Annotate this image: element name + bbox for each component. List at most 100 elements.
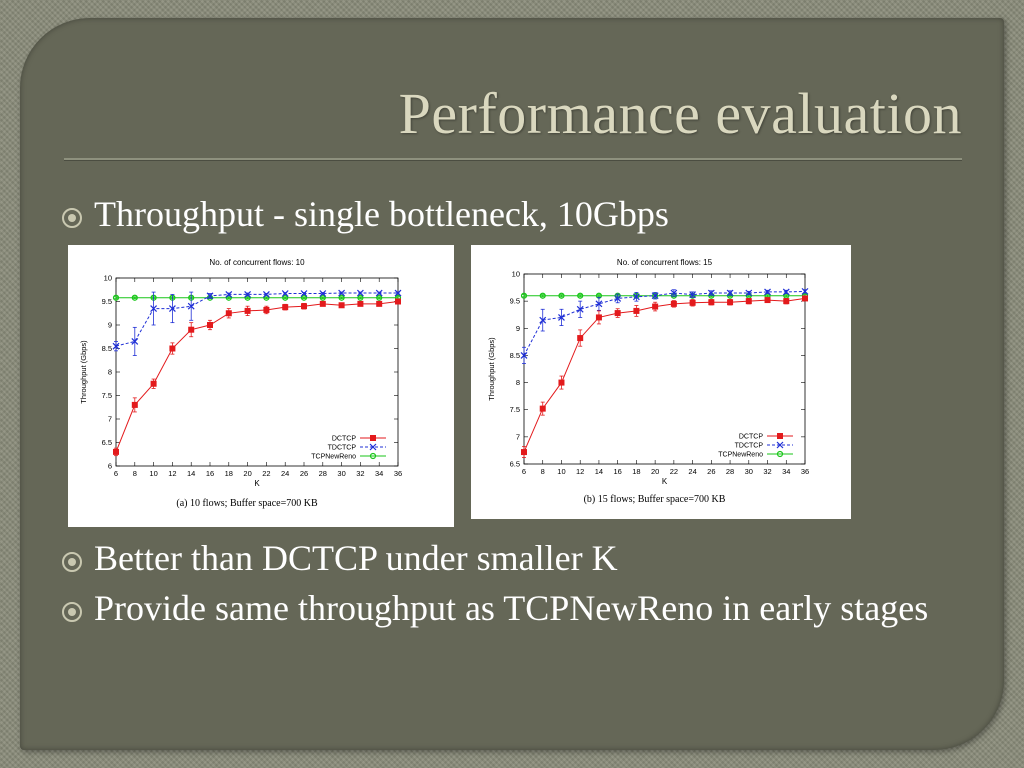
chart2-xlabel: K bbox=[662, 477, 668, 486]
chart2-dctcp-point bbox=[539, 405, 546, 412]
chart1-tdctcp-point bbox=[206, 292, 214, 300]
chart2-title: No. of concurrent flows: 15 bbox=[617, 258, 713, 267]
chart2-tdctcp-point-b bbox=[651, 292, 659, 300]
chart2-ytick-label: 7.5 bbox=[510, 405, 520, 414]
chart1-legend-label-tcpnewreno: TCPNewReno bbox=[311, 454, 356, 461]
chart2-dctcp-point bbox=[745, 298, 752, 305]
chart2-tdctcp-point-b bbox=[670, 289, 678, 297]
chart1-legend-marker-tdctcp-b bbox=[369, 443, 377, 451]
chart2-tdctcp-point bbox=[745, 289, 753, 297]
chart1-tcpnewreno-point bbox=[300, 294, 308, 301]
chart1-tdctcp-line bbox=[115, 292, 398, 347]
chart2-dctcp-point bbox=[521, 449, 527, 456]
chart2-tdctcp-point bbox=[801, 287, 809, 295]
bullet-text: Provide same throughput as TCPNewReno in… bbox=[94, 588, 929, 628]
chart2-ytick-label: 7 bbox=[516, 432, 520, 441]
chart2-ylabel: Throughput (Gbps) bbox=[487, 337, 496, 401]
chart-10-flows: No. of concurrent flows: 10 6 6.5 7 7.5 8 8.5 9… bbox=[68, 245, 454, 527]
chart1-tdctcp-point-b bbox=[187, 302, 195, 310]
chart1-tcpnewreno-point bbox=[376, 294, 383, 301]
chart2-tdctcp-point-b bbox=[520, 352, 528, 359]
chart2-legend-marker-tdctcp bbox=[776, 441, 784, 449]
chart2-series-dctcp bbox=[521, 295, 808, 458]
chart2-tdctcp-point-b bbox=[745, 289, 753, 297]
chart1-tdctcp-point-b bbox=[375, 289, 383, 297]
chart2-tdctcp-point-b bbox=[595, 300, 603, 308]
bullet-better-than-dctcp: Better than DCTCP under smaller K bbox=[62, 534, 618, 582]
chart2-legend-label-dctcp: DCTCP bbox=[739, 434, 763, 441]
chart2-tdctcp-point-b bbox=[764, 288, 771, 296]
chart1-tdctcp-point bbox=[244, 291, 252, 298]
bullet-circle-icon bbox=[62, 602, 82, 622]
chart2-tdctcp-point bbox=[782, 288, 790, 296]
chart1-legend-label-dctcp: DCTCP bbox=[332, 436, 356, 443]
chart-15-flows-svg: No. of concurrent flows: 15 6.5 7 7.5 8 8.5 9 9… bbox=[487, 258, 809, 505]
chart2-ytick-label: 6.5 bbox=[510, 460, 520, 469]
chart2-dctcp-point bbox=[558, 379, 565, 386]
chart2-ytick-label: 10 bbox=[512, 270, 520, 279]
bullet-text: Better than DCTCP under smaller K bbox=[94, 538, 618, 578]
chart1-tdctcp-point-b bbox=[356, 289, 364, 297]
chart1-tdctcp-point-b bbox=[206, 292, 214, 300]
chart1-tdctcp-point-b bbox=[300, 290, 308, 297]
chart2-tdctcp-point bbox=[595, 300, 603, 308]
chart1-tdctcp-point bbox=[112, 342, 120, 350]
chart2-tcpnewreno-point bbox=[558, 292, 565, 299]
chart1-tdctcp-point bbox=[356, 289, 364, 297]
chart1-xtick-label: 24 bbox=[281, 469, 289, 478]
chart1-tdctcp-point-b bbox=[150, 305, 158, 312]
chart2-xtick-label: 32 bbox=[763, 467, 771, 476]
chart1-tcpnewreno-point bbox=[112, 294, 120, 301]
chart2-tcpnewreno-point bbox=[577, 292, 584, 299]
chart1-tcpnewreno-point bbox=[319, 294, 326, 301]
chart2-xtick-label: 14 bbox=[595, 467, 603, 476]
chart1-tdctcp-point-b bbox=[338, 289, 346, 297]
chart1-ytick-label: 7 bbox=[108, 415, 112, 424]
chart1-dctcp-point bbox=[301, 303, 307, 310]
chart1-ytick-label: 9 bbox=[108, 321, 112, 330]
chart1-xlabel: K bbox=[254, 479, 260, 488]
chart1-xtick-label: 6 bbox=[114, 469, 118, 478]
chart1-dctcp-point bbox=[338, 302, 345, 309]
bullet-throughput: Throughput - single bottleneck, 10Gbps bbox=[62, 190, 669, 238]
chart2-tdctcp-point-b bbox=[689, 291, 697, 299]
chart2-xtick-label: 24 bbox=[688, 467, 696, 476]
chart2-tdctcp-point-b bbox=[632, 293, 640, 301]
chart2-series-tdctcp bbox=[520, 287, 809, 364]
chart2-dctcp-point bbox=[670, 300, 677, 307]
chart2-xtick-label: 34 bbox=[782, 467, 790, 476]
chart2-tdctcp-point bbox=[576, 305, 584, 313]
chart2-tdctcp-point bbox=[614, 295, 622, 302]
chart2-legend-label-tdctcp: TDCTCP bbox=[735, 443, 764, 450]
chart1-tdctcp-point-b bbox=[244, 291, 252, 298]
chart1-xtick-label: 30 bbox=[337, 469, 345, 478]
chart1-ytick-label: 9.5 bbox=[102, 297, 112, 306]
chart1-tdctcp-point bbox=[131, 338, 139, 345]
chart2-dctcp-point bbox=[595, 314, 602, 321]
chart2-dctcp-point bbox=[802, 295, 808, 302]
chart1-dctcp-point bbox=[188, 326, 195, 333]
chart1-xtick-label: 20 bbox=[243, 469, 251, 478]
chart2-tdctcp-point-b bbox=[614, 295, 622, 302]
chart1-dctcp-point bbox=[357, 300, 364, 307]
chart2-dctcp-point bbox=[727, 299, 734, 306]
chart2-tdctcp-point bbox=[726, 289, 734, 297]
chart1-dctcp-point bbox=[282, 304, 289, 311]
chart1-tcpnewreno-point bbox=[338, 294, 345, 301]
slide-title: Performance evaluation bbox=[398, 81, 962, 146]
chart1-tdctcp-point-b bbox=[394, 289, 402, 297]
chart2-tcpnewreno-point bbox=[539, 292, 546, 299]
chart1-xtick-label: 8 bbox=[133, 469, 137, 478]
chart1-tdctcp-point bbox=[262, 291, 270, 298]
chart1-ylabel: Throughput (Gbps) bbox=[79, 340, 88, 404]
chart1-ytick-label: 10 bbox=[104, 274, 112, 283]
chart1-dctcp-point bbox=[263, 306, 270, 313]
chart1-ytick-label: 8.5 bbox=[102, 344, 112, 353]
chart1-tdctcp-point bbox=[338, 289, 346, 297]
chart2-caption: (b) 15 flows; Buffer space=700 KB bbox=[584, 494, 726, 505]
chart1-dctcp-point bbox=[131, 401, 138, 408]
chart1-tdctcp-point-b bbox=[112, 342, 120, 350]
chart1-dctcp-line bbox=[115, 301, 399, 453]
title-divider bbox=[64, 158, 962, 160]
chart2-xtick-label: 18 bbox=[632, 467, 640, 476]
